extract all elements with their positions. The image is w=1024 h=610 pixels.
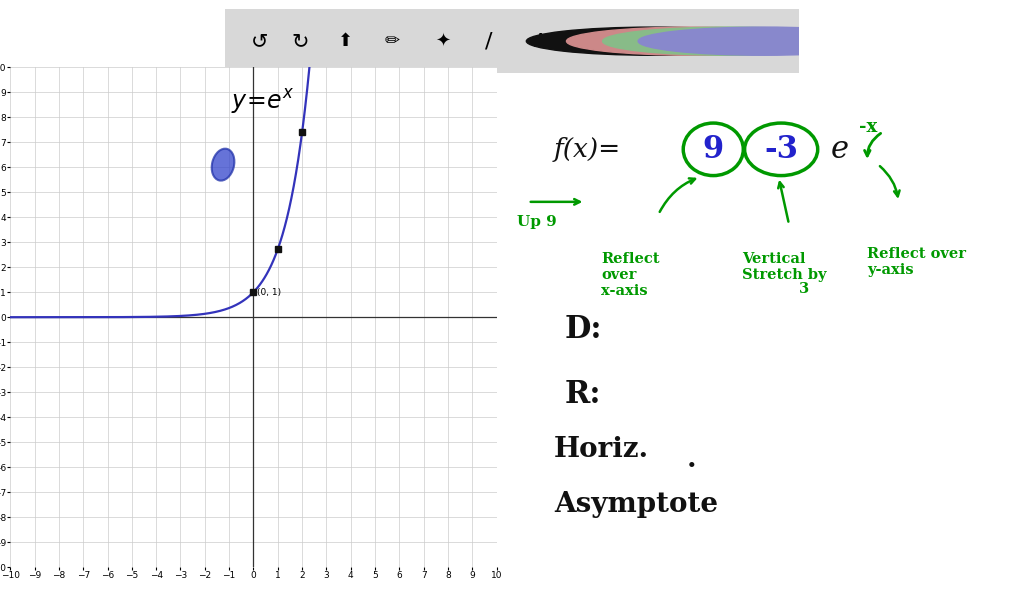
Text: D:: D: xyxy=(564,314,602,345)
Text: Horiz.: Horiz. xyxy=(554,436,649,463)
Text: ↺: ↺ xyxy=(251,31,268,51)
Text: ⬆: ⬆ xyxy=(338,32,353,50)
Circle shape xyxy=(526,27,778,56)
Text: ✏: ✏ xyxy=(384,32,399,50)
Text: R:: R: xyxy=(564,379,601,410)
Text: Asymptote: Asymptote xyxy=(554,491,718,518)
Circle shape xyxy=(566,27,819,56)
Text: .: . xyxy=(687,446,696,473)
Text: Reflect over
y-axis: Reflect over y-axis xyxy=(867,247,967,277)
Text: 3: 3 xyxy=(800,282,810,296)
Text: Reflect
over
x-axis: Reflect over x-axis xyxy=(601,252,659,298)
Text: ▣: ▣ xyxy=(583,32,601,51)
Text: A: A xyxy=(534,32,548,51)
Text: e: e xyxy=(830,134,849,165)
Text: -3: -3 xyxy=(764,134,798,165)
Circle shape xyxy=(638,27,891,56)
Text: $y\!=\!e^x$: $y\!=\!e^x$ xyxy=(231,87,295,116)
Text: -x: -x xyxy=(859,118,878,136)
FancyBboxPatch shape xyxy=(197,6,827,76)
Text: (0, 1): (0, 1) xyxy=(257,288,282,296)
Text: 9: 9 xyxy=(702,134,724,165)
Circle shape xyxy=(602,27,855,56)
Text: ✦: ✦ xyxy=(435,32,451,50)
Ellipse shape xyxy=(212,149,234,181)
Text: f(x)=: f(x)= xyxy=(554,137,622,162)
Text: ↻: ↻ xyxy=(291,31,308,51)
Text: Vertical
Stretch by: Vertical Stretch by xyxy=(742,252,826,282)
Text: Up 9: Up 9 xyxy=(517,215,557,229)
Text: /: / xyxy=(485,31,493,51)
